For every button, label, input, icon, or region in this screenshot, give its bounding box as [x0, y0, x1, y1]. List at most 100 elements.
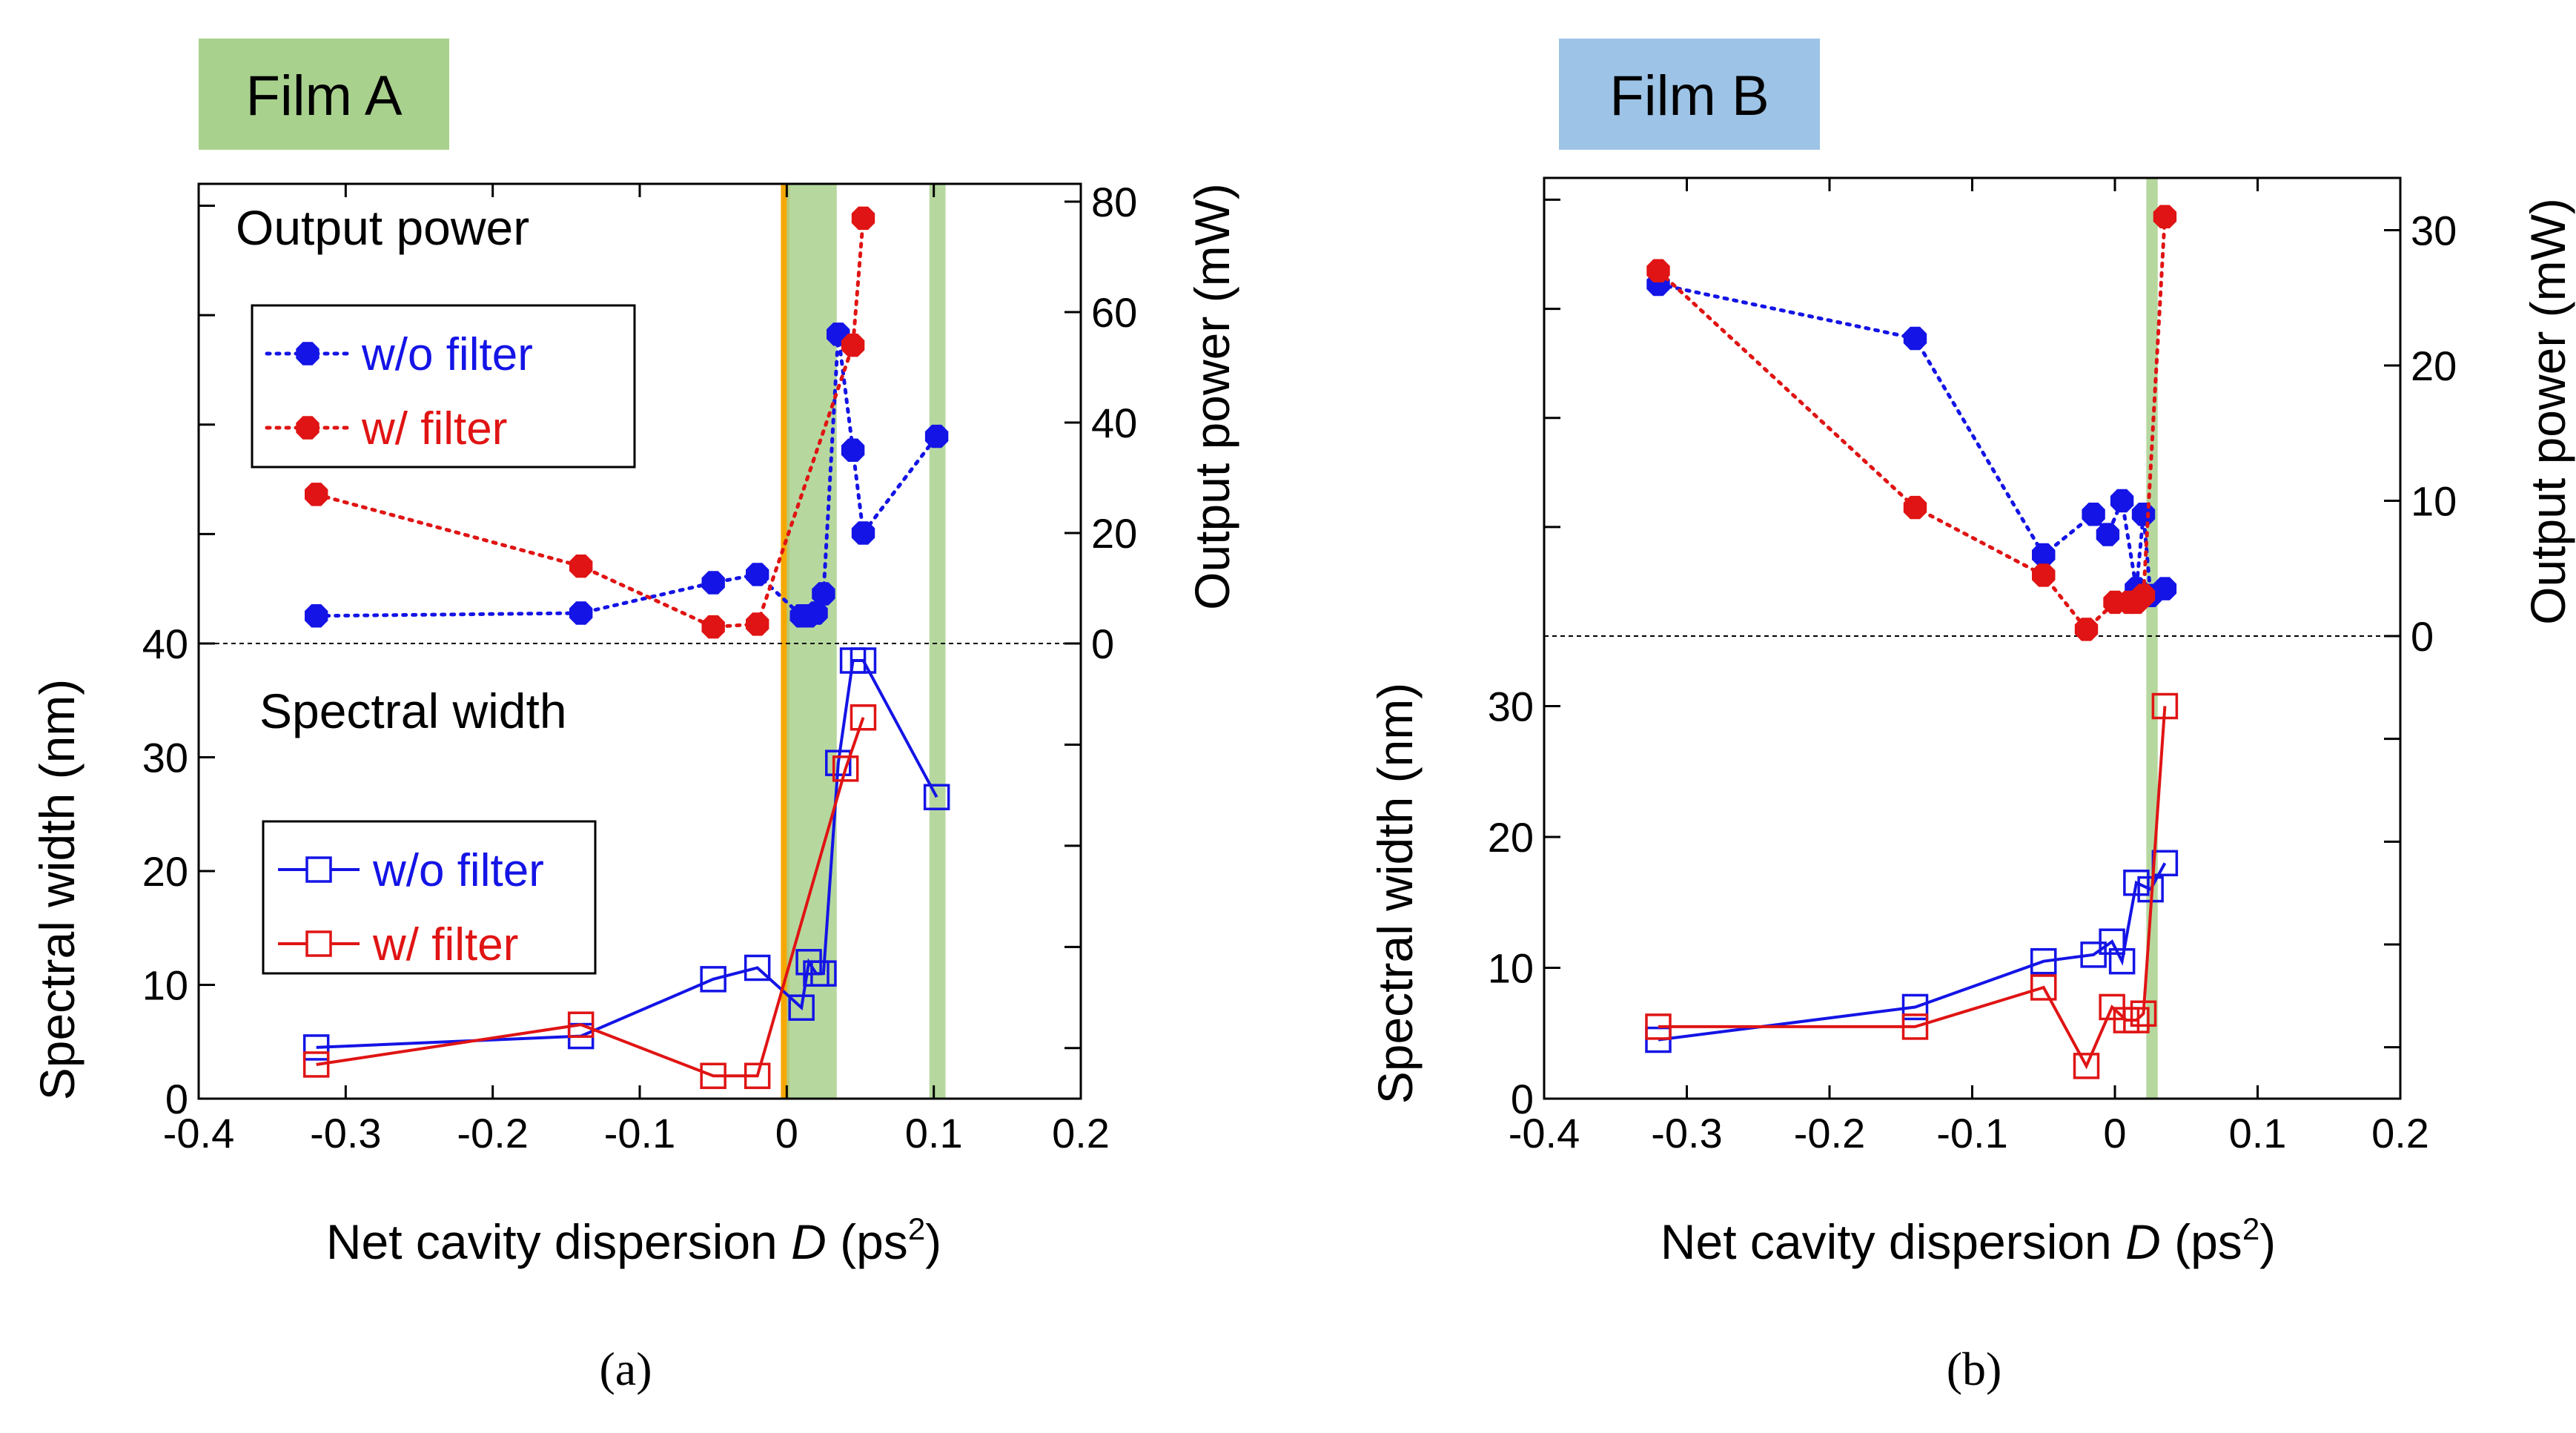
- power-point-b-0-9: [2153, 577, 2177, 600]
- width-point-a-1-0: [302, 1051, 330, 1078]
- power-point-a-1-5: [851, 206, 875, 231]
- right-tick-label-a-1: 20: [1091, 510, 1137, 557]
- y-axis-title-right-b: Output power (mW): [2520, 198, 2575, 625]
- x-tick-label-a-3: -0.1: [604, 1110, 676, 1156]
- power-point-a-0-0: [305, 604, 328, 628]
- width-point-b-1-3: [2073, 1053, 2100, 1079]
- film-b-label: Film B: [1609, 64, 1769, 128]
- plot-frame-b: [1543, 176, 2402, 1100]
- legend-label-width-a-1: w/ filter: [372, 919, 518, 970]
- power-point-b-1-3: [2074, 618, 2099, 641]
- power-point-b-1-1: [1903, 495, 1927, 520]
- y-axis-title-left-b: Spectral width (nm): [1368, 683, 1423, 1105]
- width-point-b-0-1: [1901, 993, 1929, 1021]
- width-point-b-1-7: [2130, 1000, 2157, 1027]
- width-point-a-0-3: [744, 954, 771, 982]
- right-tick-label-b-0: 0: [2411, 613, 2434, 660]
- x-tick-label-b-3: -0.1: [1936, 1110, 2008, 1156]
- right-tick-label-b-1: 10: [2411, 478, 2457, 525]
- legend-label-width-a-0: w/o filter: [372, 845, 544, 896]
- plot-area-b: -0.4 -0.3 -0.2 -0.1 0 0.1 0.2 0 10 20 30 0 10 20 30: [1488, 176, 2457, 1156]
- left-tick-label-a-3: 30: [142, 735, 188, 781]
- width-point-a-1-5: [850, 704, 877, 731]
- width-point-b-1-0: [1645, 1013, 1672, 1040]
- power-point-a-0-9: [841, 438, 865, 462]
- right-tick-label-a-2: 40: [1091, 400, 1137, 446]
- y-axis-title-right-a: Output power (mW): [1185, 183, 1239, 610]
- left-tick-label-a-2: 20: [142, 848, 188, 895]
- legend-marker-power-a-1: [296, 416, 319, 440]
- legend-marker-width-a-0: [305, 856, 332, 883]
- power-point-a-1-0: [305, 483, 328, 506]
- right-tick-label-a-4: 80: [1091, 179, 1137, 225]
- power-point-b-1-7: [2131, 583, 2156, 607]
- legend-marker-width-a-1: [305, 930, 332, 957]
- width-point-a-0-7: [810, 960, 837, 987]
- x-tick-label-a-2: -0.2: [457, 1110, 529, 1156]
- x-tick-label-b-0: -0.4: [1509, 1110, 1580, 1156]
- power-point-b-0-5: [2110, 489, 2134, 513]
- width-point-a-0-4: [788, 994, 815, 1021]
- width-point-b-1-1: [1901, 1013, 1929, 1040]
- right-tick-label-a-3: 60: [1091, 289, 1137, 336]
- power-point-b-1-2: [2032, 563, 2056, 587]
- left-tick-label-b-0: 0: [1511, 1076, 1534, 1122]
- power-point-b-1-8: [2153, 205, 2177, 228]
- power-point-b-0-7: [2131, 503, 2156, 526]
- legend-label-power-a-1: w/ filter: [361, 403, 507, 454]
- legend-box-power-a: [251, 304, 636, 469]
- panel-a-caption: (a): [599, 1343, 652, 1395]
- power-point-a-0-11: [924, 424, 949, 449]
- spectral-width-section-label-a: Spectral width: [259, 684, 567, 738]
- power-point-a-1-1: [569, 555, 593, 578]
- width-line-a-1: [316, 717, 865, 1078]
- band-orange-a-0: [781, 184, 790, 1099]
- power-point-b-0-1: [1903, 326, 1927, 351]
- panel-b: Film B -0.4 -0.3 -0.2 -0.1 0 0.1 0.2 0 10 20 30 0 10…: [1368, 39, 2575, 1395]
- power-point-a-1-3: [746, 612, 769, 636]
- left-tick-label-a-4: 40: [142, 620, 188, 667]
- left-tick-label-b-3: 30: [1488, 684, 1534, 730]
- left-tick-label-b-2: 20: [1488, 814, 1534, 861]
- width-point-a-1-2: [700, 1062, 726, 1090]
- x-axis-title-b: Net cavity dispersion D (ps2): [1661, 1211, 2276, 1269]
- width-point-a-0-11: [923, 784, 950, 810]
- width-point-a-1-4: [832, 755, 859, 782]
- right-tick-label-b-3: 30: [2411, 208, 2457, 254]
- power-point-a-1-4: [841, 334, 865, 357]
- width-point-b-0-4: [2099, 928, 2125, 955]
- x-tick-label-a-5: 0.1: [905, 1110, 963, 1156]
- width-point-a-1-3: [744, 1062, 771, 1090]
- x-tick-label-a-0: -0.4: [163, 1110, 235, 1156]
- width-point-b-0-5: [2108, 947, 2136, 975]
- band-green-a-2: [929, 184, 946, 1099]
- x-tick-label-a-6: 0.2: [1052, 1110, 1110, 1156]
- panel-b-caption: (b): [1947, 1343, 2002, 1395]
- film-b-label-bg: [1559, 39, 1820, 150]
- width-point-a-1-1: [567, 1011, 595, 1038]
- width-point-b-0-6: [2123, 870, 2150, 896]
- width-line-b-1: [1658, 706, 2167, 1070]
- width-point-b-1-2: [2030, 974, 2057, 1001]
- left-tick-label-a-1: 10: [142, 962, 188, 1009]
- power-point-a-0-2: [701, 571, 725, 595]
- x-tick-label-b-2: -0.2: [1794, 1110, 1866, 1156]
- panel-a: Film A -0.4 -0.3 -0.2 -0.1 0 0.1 0.2 0 10 20 30 40 0…: [30, 39, 1239, 1395]
- power-point-b-0-3: [2082, 503, 2105, 526]
- legend-label-power-a-0: w/o filter: [361, 329, 533, 380]
- film-a-label: Film A: [245, 64, 402, 128]
- right-tick-label-a-0: 0: [1091, 620, 1114, 667]
- width-point-a-0-10: [850, 647, 877, 674]
- power-point-a-0-3: [746, 563, 769, 586]
- width-point-b-1-8: [2151, 692, 2179, 720]
- x-axis-title-a: Net cavity dispersion D (ps2): [326, 1211, 941, 1269]
- width-point-a-0-2: [700, 966, 726, 993]
- power-point-b-1-0: [1646, 259, 1670, 282]
- width-point-a-0-0: [302, 1034, 330, 1061]
- x-tick-label-b-6: 0.2: [2371, 1110, 2429, 1156]
- power-point-b-0-4: [2096, 523, 2120, 546]
- plot-area-a: -0.4 -0.3 -0.2 -0.1 0 0.1 0.2 0 10 20 30 40 0 20 40 60 8…: [142, 179, 1138, 1156]
- power-point-a-0-7: [812, 582, 835, 606]
- width-point-b-1-6: [2123, 1007, 2150, 1033]
